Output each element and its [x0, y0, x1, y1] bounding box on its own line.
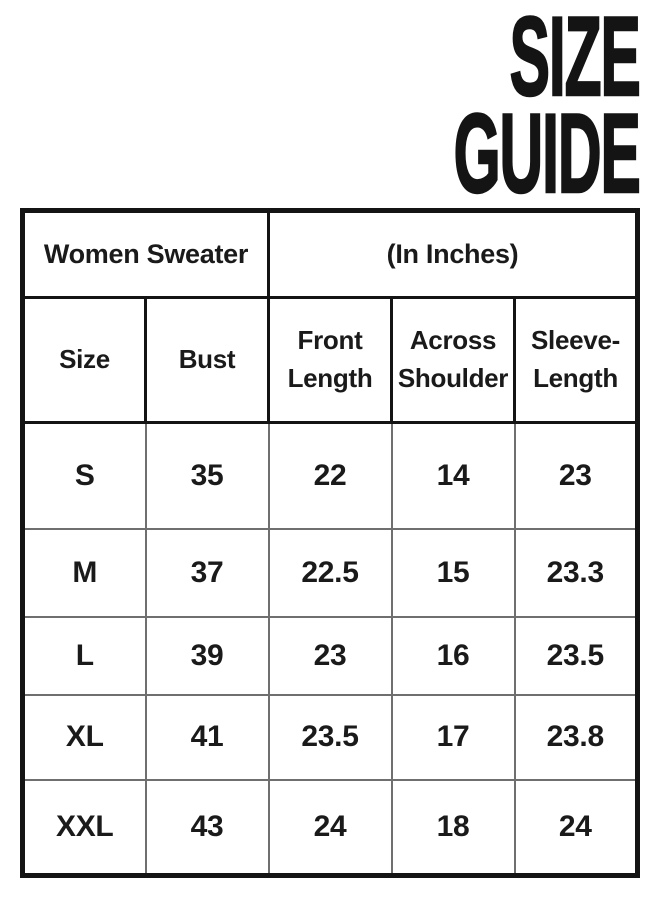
column-header-sleeve-length: Sleeve-Length: [513, 295, 639, 424]
cell-across-shoulder: 14: [390, 421, 516, 530]
column-header-row: Size Bust Front Length Across Shoulder S…: [21, 295, 639, 424]
cell-size: XL: [21, 694, 147, 781]
table-row-l: L 39 23 16 23.5: [21, 615, 639, 697]
cell-sleeve-length: 23: [513, 421, 639, 530]
cell-sleeve-length: 23.5: [513, 615, 639, 697]
title-line-size: SIZE: [509, 0, 642, 119]
group-header-units: (In Inches): [267, 209, 639, 299]
cell-size: M: [21, 527, 147, 618]
cell-across-shoulder: 15: [390, 527, 516, 618]
cell-bust: 43: [144, 778, 270, 877]
table-row-s: S 35 22 14 23: [21, 421, 639, 530]
cell-front-length: 23.5: [267, 694, 393, 781]
cell-bust: 41: [144, 694, 270, 781]
cell-sleeve-length: 23.8: [513, 694, 639, 781]
cell-size: S: [21, 421, 147, 530]
cell-bust: 37: [144, 527, 270, 618]
group-header-row: Women Sweater (In Inches): [21, 209, 639, 299]
column-header-size: Size: [21, 295, 147, 424]
cell-across-shoulder: 18: [390, 778, 516, 877]
column-header-front-length: Front Length: [267, 295, 393, 424]
cell-front-length: 24: [267, 778, 393, 877]
cell-size: L: [21, 615, 147, 697]
table-row-m: M 37 22.5 15 23.3: [21, 527, 639, 618]
cell-front-length: 22.5: [267, 527, 393, 618]
size-guide-table: Women Sweater (In Inches) Size Bust Fron…: [20, 208, 640, 878]
cell-bust: 35: [144, 421, 270, 530]
table-row-xl: XL 41 23.5 17 23.8: [21, 694, 639, 781]
column-header-bust: Bust: [144, 295, 270, 424]
cell-across-shoulder: 16: [390, 615, 516, 697]
cell-front-length: 22: [267, 421, 393, 530]
cell-bust: 39: [144, 615, 270, 697]
cell-across-shoulder: 17: [390, 694, 516, 781]
cell-sleeve-length: 24: [513, 778, 639, 877]
column-header-across-shoulder: Across Shoulder: [390, 295, 516, 424]
cell-front-length: 23: [267, 615, 393, 697]
cell-sleeve-length: 23.3: [513, 527, 639, 618]
group-header-product: Women Sweater: [21, 209, 270, 299]
table-row-xxl: XXL 43 24 18 24: [21, 778, 639, 877]
cell-size: XXL: [21, 778, 147, 877]
title-line-guide: GUIDE: [453, 91, 642, 216]
size-guide-title: SIZE GUIDE: [295, 0, 642, 216]
